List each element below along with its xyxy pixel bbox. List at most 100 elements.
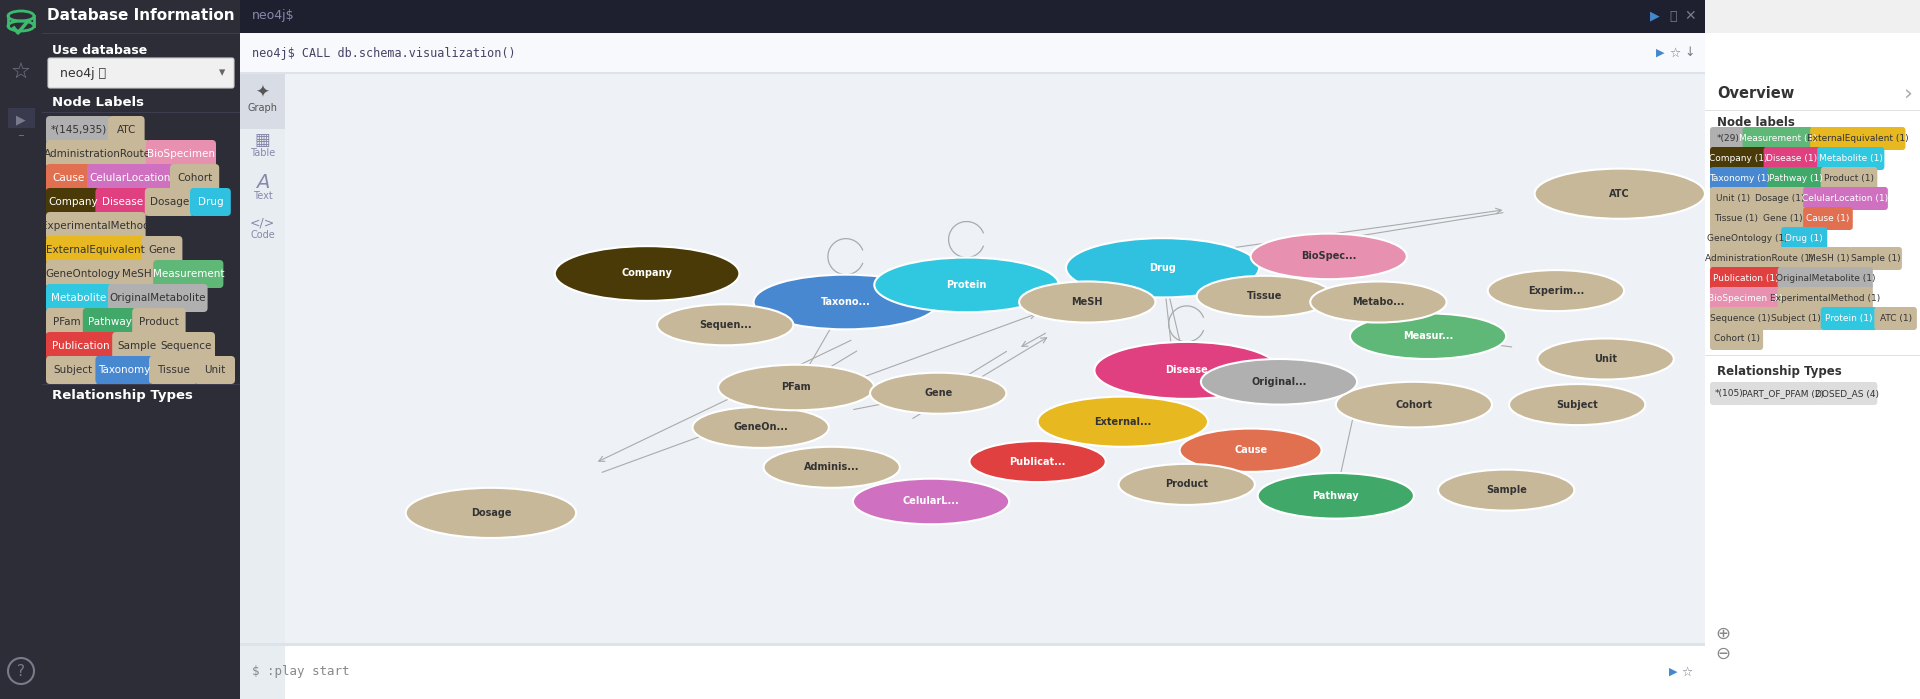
FancyBboxPatch shape [46, 308, 86, 336]
FancyBboxPatch shape [157, 332, 215, 360]
Text: Taxonomy: Taxonomy [98, 365, 150, 375]
Text: Dosage (1): Dosage (1) [1755, 194, 1805, 203]
FancyBboxPatch shape [108, 116, 144, 144]
Text: ⊖: ⊖ [1715, 645, 1730, 663]
FancyBboxPatch shape [1764, 147, 1820, 170]
FancyBboxPatch shape [46, 356, 100, 384]
Text: Protein (1): Protein (1) [1826, 314, 1872, 323]
Bar [240, 644, 1705, 646]
FancyBboxPatch shape [1874, 307, 1916, 330]
Text: Experim...: Experim... [1528, 286, 1584, 296]
Text: ▦: ▦ [255, 131, 271, 149]
FancyBboxPatch shape [1711, 227, 1784, 250]
Text: Unit: Unit [204, 365, 225, 375]
FancyBboxPatch shape [46, 260, 121, 288]
Ellipse shape [1336, 382, 1492, 427]
Text: Measurement: Measurement [152, 269, 225, 279]
Text: Publication: Publication [52, 341, 109, 351]
Text: Code: Code [250, 230, 275, 240]
Text: Sequence: Sequence [161, 341, 211, 351]
Text: CelularLocation: CelularLocation [90, 173, 171, 183]
Text: Subject: Subject [1557, 400, 1597, 410]
Text: Relationship Types: Relationship Types [52, 389, 192, 403]
FancyBboxPatch shape [117, 260, 157, 288]
Text: </>: </> [250, 217, 275, 229]
FancyBboxPatch shape [1778, 287, 1872, 310]
Ellipse shape [1020, 282, 1156, 322]
Bar [1705, 110, 1920, 111]
Text: Sample: Sample [117, 341, 156, 351]
Text: ⤢: ⤢ [1668, 10, 1676, 22]
Text: Protein: Protein [947, 280, 987, 290]
Text: Sequence (1): Sequence (1) [1711, 314, 1770, 323]
FancyBboxPatch shape [48, 58, 234, 88]
FancyBboxPatch shape [190, 188, 230, 216]
FancyBboxPatch shape [1782, 227, 1828, 250]
FancyBboxPatch shape [1816, 147, 1884, 170]
Text: Publicat...: Publicat... [1010, 456, 1066, 467]
FancyBboxPatch shape [1820, 307, 1878, 330]
Text: *(29): *(29) [1716, 134, 1740, 143]
Text: Company: Company [48, 197, 98, 207]
Ellipse shape [1538, 338, 1674, 380]
Bar [1705, 74, 1920, 110]
Text: Cause: Cause [52, 173, 84, 183]
Text: Metabolite: Metabolite [52, 293, 108, 303]
Text: *(105): *(105) [1715, 389, 1743, 398]
Text: ✦: ✦ [255, 84, 269, 102]
Text: Pathway: Pathway [88, 317, 131, 327]
Ellipse shape [1258, 473, 1413, 519]
Ellipse shape [852, 479, 1010, 524]
FancyBboxPatch shape [1811, 127, 1905, 150]
FancyBboxPatch shape [171, 164, 219, 192]
Ellipse shape [970, 441, 1106, 482]
Text: Drug: Drug [198, 197, 223, 207]
Text: Drug: Drug [1150, 263, 1175, 273]
FancyBboxPatch shape [1711, 127, 1745, 150]
Text: neo4j$ CALL db.schema.visualization(): neo4j$ CALL db.schema.visualization() [252, 47, 516, 59]
Text: ExperimentalMethod (1): ExperimentalMethod (1) [1770, 294, 1880, 303]
FancyBboxPatch shape [144, 188, 194, 216]
Text: AdministrationRoute (1): AdministrationRoute (1) [1705, 254, 1814, 263]
FancyBboxPatch shape [96, 356, 154, 384]
Ellipse shape [753, 275, 939, 329]
Ellipse shape [1037, 396, 1208, 447]
Ellipse shape [405, 488, 576, 538]
Ellipse shape [1094, 342, 1279, 399]
Text: Company (1): Company (1) [1709, 154, 1768, 163]
Text: Taxono...: Taxono... [822, 297, 872, 307]
Text: ▾: ▾ [219, 66, 225, 80]
Text: Gene (1): Gene (1) [1763, 214, 1803, 223]
Text: Publication (1): Publication (1) [1713, 274, 1778, 283]
FancyBboxPatch shape [1803, 207, 1853, 230]
FancyBboxPatch shape [1849, 247, 1903, 270]
Text: ☆: ☆ [1682, 665, 1693, 679]
Text: BioSpec...: BioSpec... [1302, 252, 1356, 261]
FancyBboxPatch shape [1711, 207, 1763, 230]
Text: Tissue: Tissue [1248, 291, 1283, 301]
FancyBboxPatch shape [1753, 187, 1807, 210]
Text: Pathway: Pathway [1313, 491, 1359, 500]
FancyBboxPatch shape [1711, 287, 1780, 310]
Bar [1705, 355, 1920, 356]
Bar [0, 0, 42, 699]
FancyBboxPatch shape [46, 284, 111, 312]
Text: Cohort (1): Cohort (1) [1713, 334, 1759, 343]
FancyBboxPatch shape [1761, 207, 1807, 230]
Bar [50, 60, 232, 86]
Ellipse shape [1488, 270, 1624, 311]
Text: Tissue: Tissue [157, 365, 190, 375]
FancyBboxPatch shape [83, 308, 136, 336]
Text: Graph: Graph [248, 103, 278, 113]
Bar [42, 112, 240, 113]
Text: Product: Product [138, 317, 179, 327]
Bar [240, 33, 1705, 73]
Text: Sample (1): Sample (1) [1851, 254, 1901, 263]
Text: ✕: ✕ [1684, 9, 1695, 23]
Text: ›: › [1903, 83, 1912, 103]
Text: Cause (1): Cause (1) [1807, 214, 1849, 223]
FancyBboxPatch shape [150, 356, 198, 384]
Bar [8, 16, 35, 26]
Text: $ :play start: $ :play start [252, 665, 349, 679]
Text: GeneOntology: GeneOntology [46, 269, 121, 279]
